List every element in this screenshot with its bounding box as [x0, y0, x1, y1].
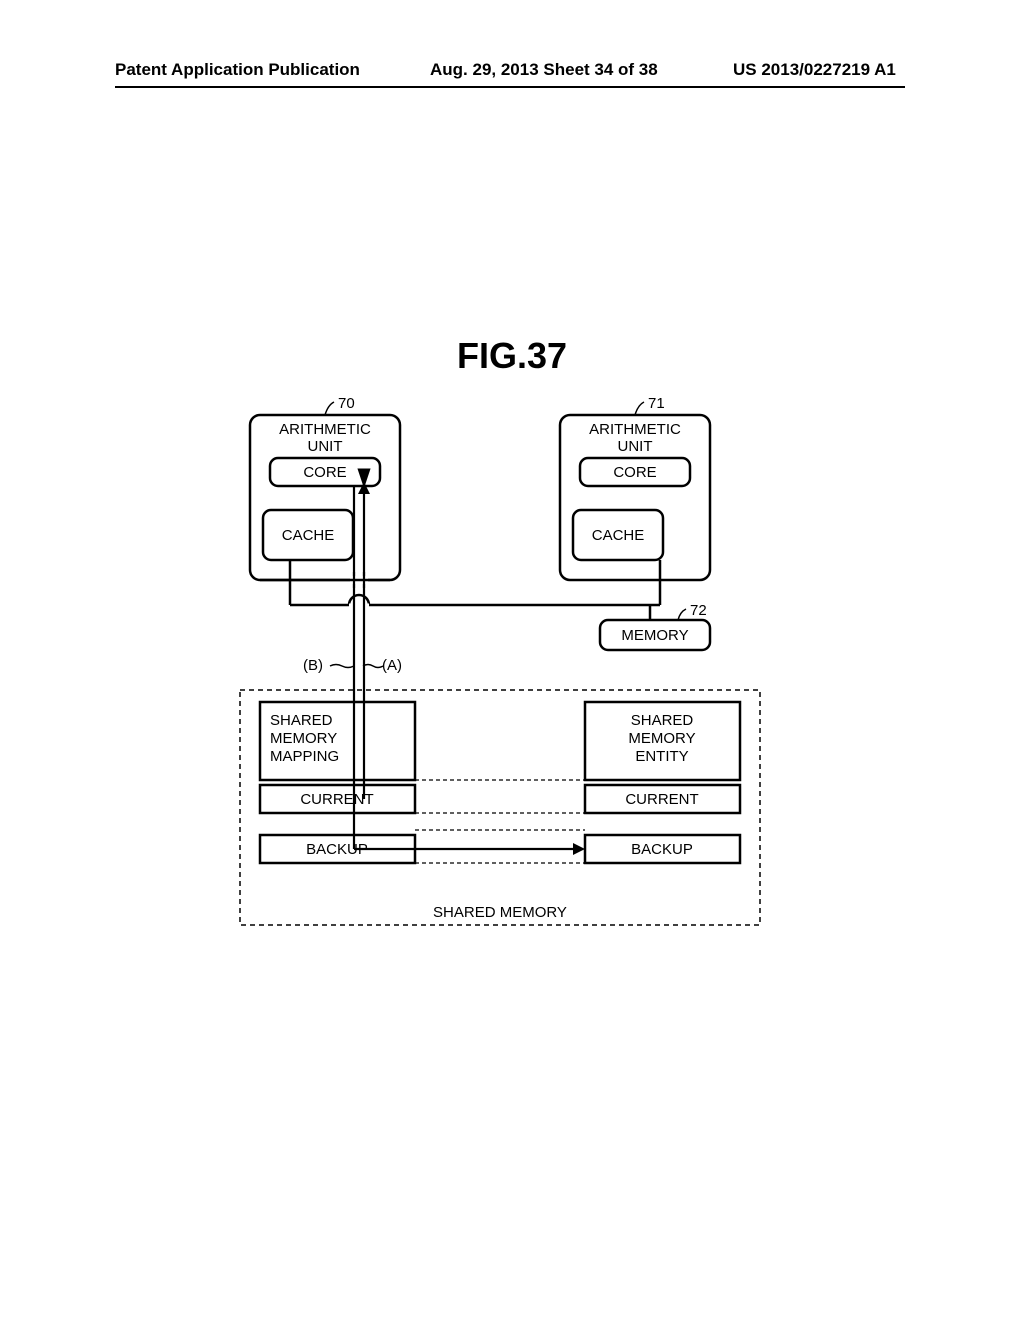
entity-current-label: CURRENT — [625, 791, 698, 808]
ref-70: 70 — [338, 395, 355, 412]
ref-70-leader — [325, 402, 334, 415]
annot-A-tilde — [363, 665, 383, 668]
shared-mapping-l3: MAPPING — [270, 748, 339, 765]
unit71-core-label: CORE — [613, 464, 656, 481]
annot-A: (A) — [382, 657, 402, 674]
path-A-arrowhead — [358, 482, 370, 494]
ref-72-leader — [678, 609, 686, 620]
hidden — [415, 799, 585, 849]
shared-mapping-l2: MEMORY — [270, 730, 337, 747]
shared-memory-label: SHARED MEMORY — [433, 904, 567, 921]
unit71-title-line1: ARITHMETIC — [589, 421, 681, 438]
unit70-title-line2: UNIT — [308, 438, 343, 455]
shared-entity-l2: MEMORY — [628, 730, 695, 747]
shared-entity-l1: SHARED — [631, 712, 694, 729]
ref-71-leader — [635, 402, 644, 415]
mapping-current-label: CURRENT — [300, 791, 373, 808]
shared-mapping-l1: SHARED — [270, 712, 333, 729]
ref-72: 72 — [690, 602, 707, 619]
page: Patent Application Publication Aug. 29, … — [0, 0, 1024, 1320]
unit70-core-label: CORE — [303, 464, 346, 481]
header-publication: Patent Application Publication — [115, 60, 360, 80]
shared-entity-l3: ENTITY — [635, 748, 688, 765]
header-rule — [115, 86, 905, 88]
header-pubnum: US 2013/0227219 A1 — [733, 60, 896, 80]
annot-B: (B) — [303, 657, 323, 674]
ref-71: 71 — [648, 395, 665, 412]
annot-B-tilde — [330, 665, 354, 668]
figure-diagram: 70 ARITHMETIC UNIT CORE CACHE 71 ARITHME… — [230, 390, 790, 950]
entity-backup-label: BACKUP — [631, 841, 693, 858]
unit70-title-line1: ARITHMETIC — [279, 421, 371, 438]
memory-label: MEMORY — [621, 627, 688, 644]
unit71-title-line2: UNIT — [618, 438, 653, 455]
unit71-cache-label: CACHE — [592, 527, 645, 544]
header-date-sheet: Aug. 29, 2013 Sheet 34 of 38 — [430, 60, 658, 80]
figure-title: FIG.37 — [0, 335, 1024, 377]
unit70-cache-label: CACHE — [282, 527, 335, 544]
path-B-arrowhead — [573, 843, 585, 855]
